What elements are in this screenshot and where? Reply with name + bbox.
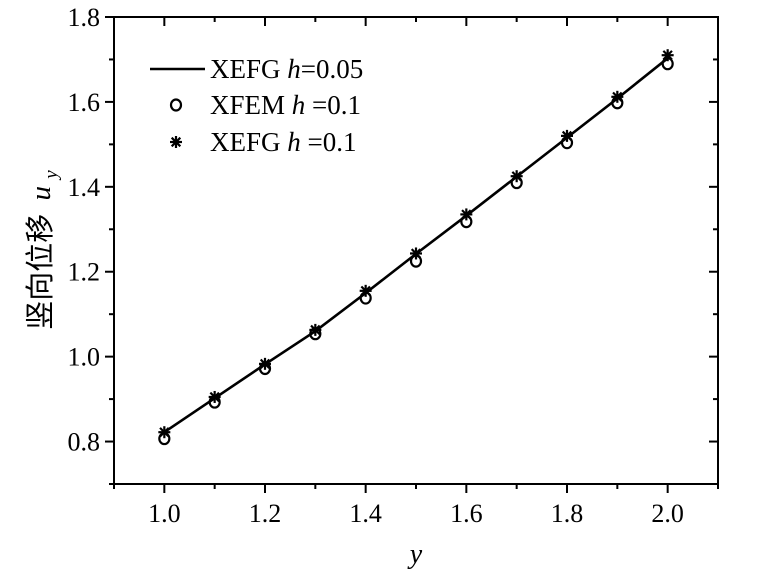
- x-tick-label: 1.0: [148, 499, 181, 528]
- x-tick-label: 1.2: [249, 499, 282, 528]
- x-tick-label: 1.8: [551, 499, 584, 528]
- data-point-asterisk: [359, 284, 372, 297]
- data-point-asterisk: [158, 426, 171, 439]
- axis-ticks: [105, 16, 719, 493]
- data-point-asterisk: [259, 357, 271, 370]
- data-point-asterisk: [309, 323, 322, 336]
- legend-label: XFEM h =0.1: [210, 90, 361, 120]
- tick-labels: 1.0 1.2 1.4 1.6 1.8 2.0 0.8 1.0 1.2 1.4 1.6 1.8: [68, 3, 684, 528]
- series-layer: [158, 49, 674, 446]
- y-tick-label: 1.2: [68, 258, 101, 287]
- y-tick-label: 0.8: [68, 428, 101, 457]
- legend-swatch-circle: [169, 98, 183, 112]
- data-point-asterisk: [611, 90, 624, 103]
- legend-swatch-asterisk: [170, 136, 182, 148]
- x-tick-label: 1.6: [450, 499, 483, 528]
- legend-label: XEFG h=0.05: [210, 54, 363, 84]
- y-tick-label: 1.4: [68, 173, 101, 202]
- data-point-asterisk: [661, 49, 674, 62]
- y-tick-label: 1.8: [68, 3, 101, 32]
- y-axis-title: 竖向位移 u y: [24, 170, 62, 330]
- y-axis-title-cjk: 竖向位移: [24, 214, 57, 330]
- x-tick-label: 2.0: [651, 499, 684, 528]
- x-axis-title: y: [407, 539, 423, 570]
- data-point-asterisk: [208, 390, 221, 403]
- y-axis-title-sub: y: [41, 170, 62, 181]
- legend-label: XEFG h =0.1: [210, 127, 357, 157]
- data-point-asterisk: [510, 170, 523, 183]
- data-point-asterisk: [410, 247, 422, 260]
- y-tick-label: 1.0: [68, 343, 101, 372]
- svg-text:竖向位移 u y: 竖向位移 u y: [24, 170, 62, 330]
- y-axis-title-var: u: [25, 186, 57, 201]
- data-point-asterisk: [561, 129, 573, 142]
- legend: XEFG h=0.05 XFEM h =0.1 XEFG h =0.1: [150, 54, 363, 157]
- x-tick-label: 1.4: [349, 499, 382, 528]
- y-tick-label: 1.6: [68, 88, 101, 117]
- data-point-asterisk: [460, 208, 473, 221]
